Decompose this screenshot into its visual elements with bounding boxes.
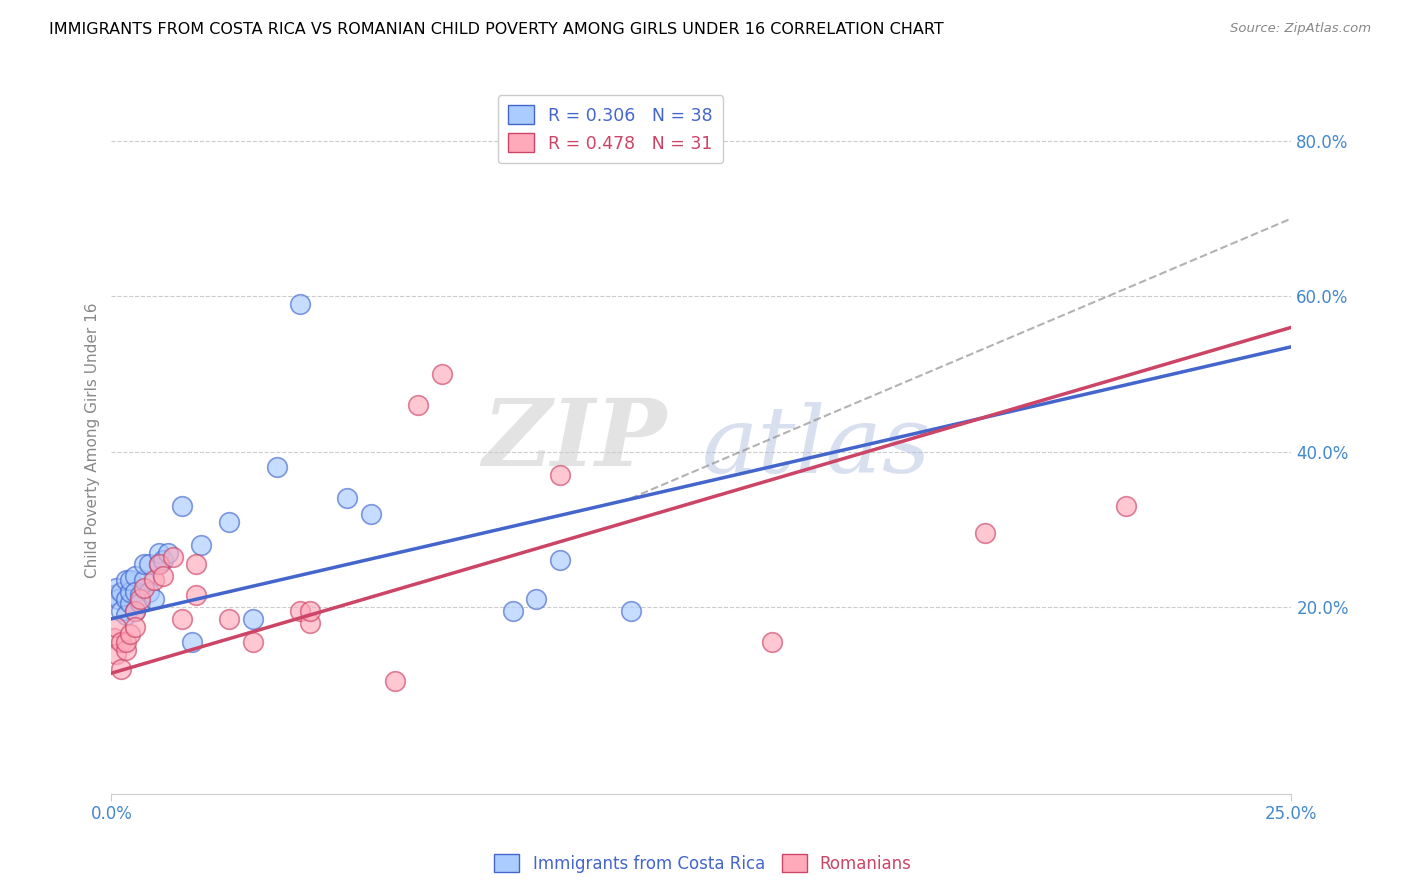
Point	[110, 604, 132, 618]
Point	[138, 558, 160, 572]
Point	[152, 553, 174, 567]
Text: IMMIGRANTS FROM COSTA RICA VS ROMANIAN CHILD POVERTY AMONG GIRLS UNDER 16 CORREL: IMMIGRANTS FROM COSTA RICA VS ROMANIAN C…	[49, 22, 943, 37]
Point	[110, 635, 132, 649]
Point	[120, 627, 142, 641]
Point	[242, 635, 264, 649]
Point	[128, 596, 150, 610]
Point	[110, 662, 132, 676]
Point	[430, 367, 453, 381]
Point	[298, 615, 321, 630]
Point	[266, 460, 288, 475]
Point	[134, 558, 156, 572]
Point	[157, 546, 180, 560]
Point	[524, 592, 547, 607]
Point	[406, 398, 429, 412]
Point	[336, 491, 359, 506]
Point	[124, 584, 146, 599]
Point	[124, 604, 146, 618]
Point	[162, 549, 184, 564]
Text: Source: ZipAtlas.com: Source: ZipAtlas.com	[1230, 22, 1371, 36]
Point	[107, 592, 129, 607]
Point	[148, 546, 170, 560]
Point	[105, 581, 128, 595]
Point	[186, 558, 208, 572]
Point	[218, 515, 240, 529]
Point	[142, 573, 165, 587]
Point	[120, 584, 142, 599]
Point	[298, 604, 321, 618]
Point	[105, 619, 128, 633]
Point	[124, 619, 146, 633]
Text: atlas: atlas	[702, 402, 931, 492]
Point	[120, 596, 142, 610]
Point	[761, 635, 783, 649]
Point	[134, 581, 156, 595]
Point	[242, 612, 264, 626]
Point	[360, 507, 382, 521]
Point	[114, 607, 136, 622]
Point	[128, 589, 150, 603]
Point	[384, 673, 406, 688]
Point	[142, 592, 165, 607]
Text: ZIP: ZIP	[482, 395, 666, 485]
Point	[620, 604, 643, 618]
Point	[973, 526, 995, 541]
Point	[120, 573, 142, 587]
Point	[128, 592, 150, 607]
Point	[103, 589, 125, 603]
Y-axis label: Child Poverty Among Girls Under 16: Child Poverty Among Girls Under 16	[86, 302, 100, 578]
Point	[180, 635, 202, 649]
Point	[105, 647, 128, 661]
Point	[152, 569, 174, 583]
Point	[548, 553, 571, 567]
Point	[114, 643, 136, 657]
Legend: Immigrants from Costa Rica, Romanians: Immigrants from Costa Rica, Romanians	[488, 847, 918, 880]
Point	[114, 635, 136, 649]
Point	[134, 573, 156, 587]
Point	[172, 612, 194, 626]
Point	[138, 584, 160, 599]
Legend: R = 0.306   N = 38, R = 0.478   N = 31: R = 0.306 N = 38, R = 0.478 N = 31	[498, 95, 723, 163]
Point	[190, 538, 212, 552]
Point	[218, 612, 240, 626]
Point	[148, 558, 170, 572]
Point	[103, 631, 125, 645]
Point	[172, 499, 194, 513]
Point	[548, 468, 571, 483]
Point	[1115, 499, 1137, 513]
Point	[290, 604, 312, 618]
Point	[114, 592, 136, 607]
Point	[110, 584, 132, 599]
Point	[124, 569, 146, 583]
Point	[114, 573, 136, 587]
Point	[124, 604, 146, 618]
Point	[186, 589, 208, 603]
Point	[148, 558, 170, 572]
Point	[502, 604, 524, 618]
Point	[290, 297, 312, 311]
